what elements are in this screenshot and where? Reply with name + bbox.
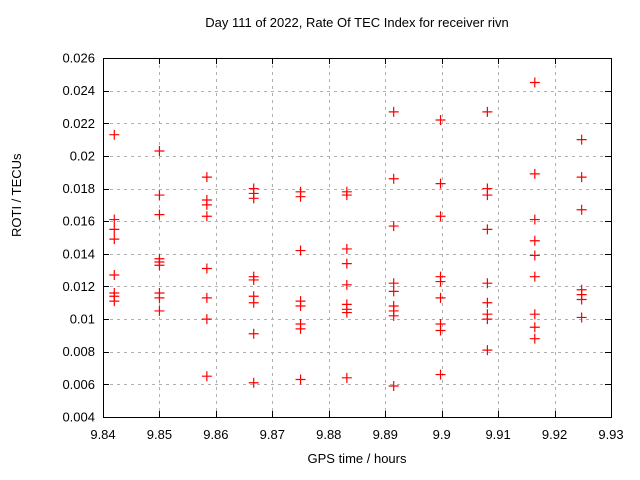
- data-point-marker: [435, 369, 446, 380]
- data-point-marker: [435, 292, 446, 303]
- data-point-marker: [295, 374, 306, 385]
- y-tick-label: 0.008: [62, 344, 95, 359]
- data-point-marker: [482, 297, 493, 308]
- data-point-marker: [248, 377, 259, 388]
- data-point-marker: [109, 234, 120, 245]
- data-point-marker: [248, 328, 259, 339]
- data-point-marker: [201, 211, 212, 222]
- data-point-marker: [388, 310, 399, 321]
- data-point-marker: [109, 224, 120, 235]
- data-point-marker: [295, 323, 306, 334]
- data-point-marker: [388, 221, 399, 232]
- data-point-marker: [109, 270, 120, 281]
- x-tick-label: 9.86: [203, 427, 228, 442]
- x-tick-label: 9.87: [260, 427, 285, 442]
- data-point-marker: [154, 292, 165, 303]
- data-point-marker: [435, 325, 446, 336]
- data-point-marker: [109, 296, 120, 307]
- x-axis-label: GPS time / hours: [307, 451, 407, 466]
- data-point-marker: [435, 178, 446, 189]
- data-point-marker: [529, 235, 540, 246]
- data-point-marker: [576, 312, 587, 323]
- data-point-marker: [341, 190, 352, 201]
- data-point-marker: [248, 274, 259, 285]
- data-point-marker: [341, 243, 352, 254]
- y-tick-label: 0.02: [70, 148, 95, 163]
- data-point-marker: [482, 106, 493, 117]
- data-point-marker: [295, 301, 306, 312]
- x-tick-label: 9.93: [598, 427, 623, 442]
- data-point-marker: [482, 278, 493, 289]
- data-point-marker: [529, 250, 540, 261]
- data-point-marker: [201, 292, 212, 303]
- x-tick-label: 9.85: [147, 427, 172, 442]
- data-point-marker: [154, 260, 165, 271]
- data-point-marker: [435, 276, 446, 287]
- data-point-marker: [248, 297, 259, 308]
- data-point-marker: [529, 77, 540, 88]
- y-tick-label: 0.026: [62, 51, 95, 66]
- data-point-marker: [109, 129, 120, 140]
- data-point-marker: [201, 263, 212, 274]
- data-point-marker: [435, 115, 446, 126]
- data-point-marker: [482, 224, 493, 235]
- data-point-marker: [201, 199, 212, 210]
- data-point-marker: [154, 190, 165, 201]
- data-point-marker: [529, 271, 540, 282]
- data-point-marker: [482, 314, 493, 325]
- data-point-marker: [341, 307, 352, 318]
- data-point-marker: [435, 211, 446, 222]
- data-point-marker: [576, 204, 587, 215]
- data-point-marker: [341, 372, 352, 383]
- data-point-marker: [388, 286, 399, 297]
- x-tick-label: 9.88: [316, 427, 341, 442]
- chart-title: Day 111 of 2022, Rate Of TEC Index for r…: [205, 15, 509, 30]
- data-point-marker: [109, 214, 120, 225]
- y-tick-label: 0.022: [62, 116, 95, 131]
- data-point-marker: [154, 146, 165, 157]
- data-point-marker: [154, 209, 165, 220]
- data-point-marker: [341, 258, 352, 269]
- data-point-marker: [529, 214, 540, 225]
- data-point-marker: [248, 193, 259, 204]
- y-tick-label: 0.014: [62, 246, 95, 261]
- data-point-marker: [388, 106, 399, 117]
- data-point-marker: [201, 172, 212, 183]
- y-tick-label: 0.024: [62, 83, 95, 98]
- y-tick-label: 0.006: [62, 377, 95, 392]
- data-point-marker: [529, 322, 540, 333]
- data-point-marker: [482, 190, 493, 201]
- data-point-marker: [201, 314, 212, 325]
- x-tick-label: 9.89: [373, 427, 398, 442]
- y-tick-label: 0.004: [62, 410, 95, 425]
- data-point-marker: [529, 168, 540, 179]
- data-point-marker: [295, 191, 306, 202]
- y-tick-label: 0.01: [70, 312, 95, 327]
- data-point-marker: [154, 305, 165, 316]
- x-tick-label: 9.84: [90, 427, 115, 442]
- data-point-marker: [295, 245, 306, 256]
- y-tick-label: 0.016: [62, 214, 95, 229]
- plot-frame: [103, 58, 612, 418]
- x-tick-label: 9.91: [485, 427, 510, 442]
- data-point-marker: [576, 172, 587, 183]
- data-point-marker: [576, 294, 587, 305]
- x-tick-label: 9.9: [433, 427, 451, 442]
- data-point-marker: [576, 134, 587, 145]
- data-point-marker: [529, 309, 540, 320]
- data-point-marker: [341, 279, 352, 290]
- data-point-marker: [482, 345, 493, 356]
- data-point-marker: [388, 173, 399, 184]
- y-tick-label: 0.018: [62, 181, 95, 196]
- data-point-marker: [529, 333, 540, 344]
- data-point-marker: [388, 380, 399, 391]
- x-tick-label: 9.92: [542, 427, 567, 442]
- data-point-marker: [201, 371, 212, 382]
- y-tick-label: 0.012: [62, 279, 95, 294]
